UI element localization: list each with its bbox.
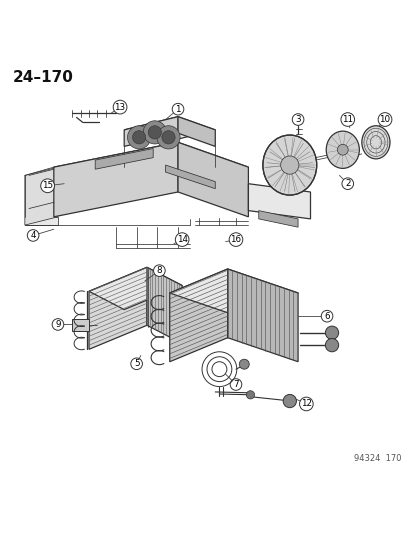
Circle shape xyxy=(280,156,298,174)
Text: 13: 13 xyxy=(114,103,125,111)
Ellipse shape xyxy=(361,126,389,159)
Text: 15: 15 xyxy=(42,181,53,190)
Polygon shape xyxy=(95,149,153,169)
Text: 11: 11 xyxy=(342,115,352,124)
Circle shape xyxy=(325,338,338,352)
Circle shape xyxy=(282,394,296,408)
Text: 1: 1 xyxy=(175,104,180,114)
Polygon shape xyxy=(89,268,182,310)
Text: 2: 2 xyxy=(344,179,350,188)
Text: 24–170: 24–170 xyxy=(12,70,73,85)
Circle shape xyxy=(143,121,166,144)
Text: 9: 9 xyxy=(55,320,61,329)
Polygon shape xyxy=(89,268,147,349)
Circle shape xyxy=(127,126,150,149)
Circle shape xyxy=(325,326,338,340)
Ellipse shape xyxy=(325,131,358,168)
Polygon shape xyxy=(25,167,58,225)
Circle shape xyxy=(246,391,254,399)
Text: 12: 12 xyxy=(300,399,311,408)
Text: 14: 14 xyxy=(176,235,187,244)
Text: 7: 7 xyxy=(233,380,238,389)
Text: 3: 3 xyxy=(294,115,300,124)
Text: 8: 8 xyxy=(156,266,162,275)
Polygon shape xyxy=(169,269,227,362)
Polygon shape xyxy=(227,269,297,362)
Text: 6: 6 xyxy=(323,312,329,321)
Circle shape xyxy=(161,131,175,144)
Text: 5: 5 xyxy=(133,359,139,368)
Circle shape xyxy=(239,359,249,369)
Polygon shape xyxy=(54,142,248,192)
Polygon shape xyxy=(147,268,182,343)
Polygon shape xyxy=(124,117,215,143)
Polygon shape xyxy=(258,211,297,227)
Polygon shape xyxy=(169,269,297,317)
Polygon shape xyxy=(54,142,178,217)
Bar xyxy=(72,319,89,332)
Circle shape xyxy=(132,131,145,144)
Text: 10: 10 xyxy=(379,115,389,124)
Polygon shape xyxy=(178,142,248,217)
Text: 94324  170: 94324 170 xyxy=(353,454,401,463)
Text: 4: 4 xyxy=(30,231,36,240)
Polygon shape xyxy=(124,117,178,147)
Circle shape xyxy=(157,126,180,149)
Circle shape xyxy=(148,126,161,139)
Text: 16: 16 xyxy=(230,235,241,244)
Ellipse shape xyxy=(262,135,316,195)
Polygon shape xyxy=(248,184,310,219)
Polygon shape xyxy=(165,165,215,189)
Circle shape xyxy=(337,144,347,155)
Polygon shape xyxy=(178,117,215,147)
Polygon shape xyxy=(25,217,58,225)
